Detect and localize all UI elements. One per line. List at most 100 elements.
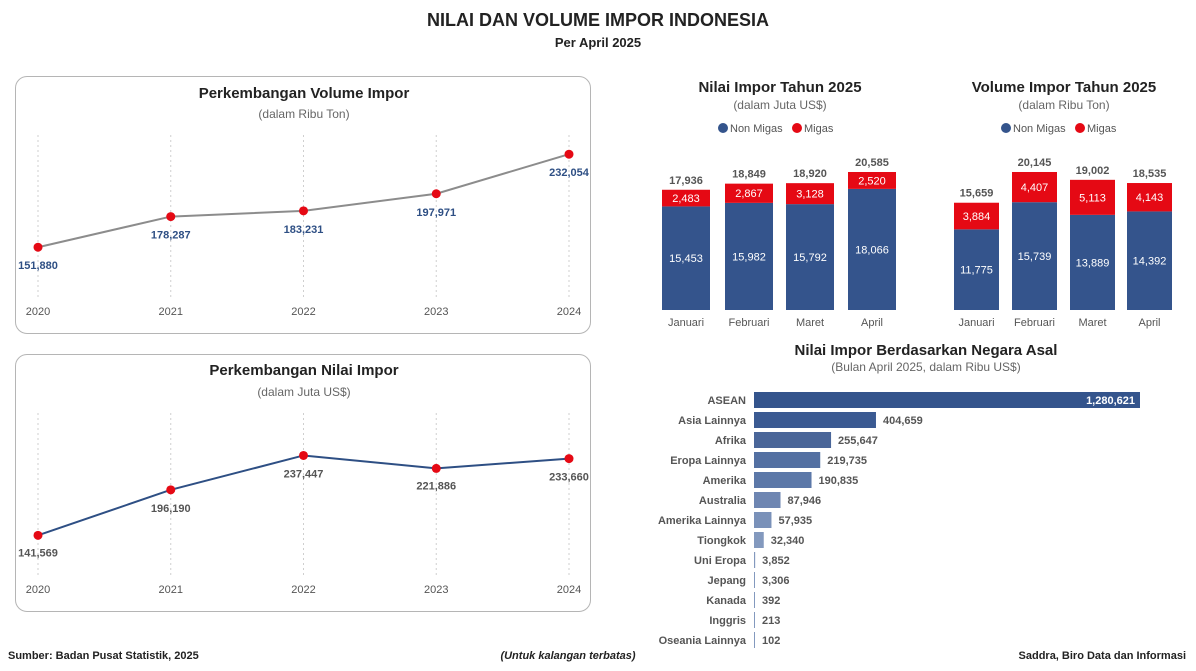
bar-non-migas <box>954 229 999 310</box>
data-point <box>564 454 574 464</box>
x-tick-label: Januari <box>958 317 994 329</box>
bar-value-label: 102 <box>762 635 780 647</box>
total-label: 18,920 <box>793 168 827 180</box>
category-label: Australia <box>699 495 747 507</box>
data-point <box>166 212 176 222</box>
bar-value-label: 404,659 <box>883 415 923 427</box>
bar-value-label: 2,520 <box>858 175 886 187</box>
bar-value-label: 11,775 <box>960 265 993 277</box>
category-label: Eropa Lainnya <box>670 455 747 467</box>
data-point <box>431 463 441 473</box>
x-tick-label: 2021 <box>159 306 183 318</box>
data-point <box>33 242 43 252</box>
x-tick-label: 2020 <box>26 584 50 596</box>
chart-subtitle: (dalam Ribu Ton) <box>258 107 349 121</box>
footer-source: Sumber: Badan Pusat Statistik, 2025 <box>8 650 199 662</box>
legend-label: Migas <box>1087 123 1117 135</box>
bar-non-migas <box>662 206 710 310</box>
data-label: 141,569 <box>18 547 58 559</box>
x-tick-label: 2020 <box>26 306 50 318</box>
total-label: 18,849 <box>732 169 766 181</box>
right-charts: Nilai Impor Tahun 2025 (dalam Juta US$) … <box>658 79 1172 648</box>
page-subtitle: Per April 2025 <box>554 35 642 50</box>
bar-value-label: 190,835 <box>819 475 859 487</box>
bar-non-migas <box>1012 202 1057 310</box>
bar-value-label: 87,946 <box>788 495 822 507</box>
data-point <box>431 189 441 199</box>
bar <box>754 472 812 488</box>
bar <box>754 572 755 588</box>
bar <box>754 632 755 648</box>
data-label: 232,054 <box>549 167 590 179</box>
bar <box>754 432 832 448</box>
bar-value-label: 18,066 <box>855 244 889 256</box>
bar-value-label: 14,392 <box>1133 256 1167 268</box>
bar-value-label: 57,935 <box>778 515 812 527</box>
data-point <box>166 485 176 495</box>
nilai-2025-subtitle: (dalam Juta US$) <box>733 98 826 112</box>
bar-value-label: 1,280,621 <box>1086 395 1135 407</box>
category-label: Amerika <box>703 475 747 487</box>
x-tick-label: Januari <box>668 317 704 329</box>
bar-value-label: 255,647 <box>838 435 878 447</box>
bar-value-label: 15,792 <box>793 252 827 264</box>
data-label: 151,880 <box>18 260 58 272</box>
category-label: Uni Eropa <box>694 555 747 567</box>
legend-marker-non-migas <box>718 123 728 133</box>
legend-label: Migas <box>804 123 834 135</box>
x-tick-label: 2021 <box>159 584 183 596</box>
bar-migas <box>848 171 896 189</box>
bar-value-label: 4,143 <box>1136 192 1164 204</box>
bar-migas <box>1012 171 1057 203</box>
bar-value-label: 2,867 <box>735 188 763 200</box>
total-label: 20,145 <box>1018 157 1052 169</box>
x-tick-label: Maret <box>796 317 824 329</box>
chart-title: Perkembangan Nilai Impor <box>209 362 398 379</box>
chart-title: Perkembangan Volume Impor <box>199 85 410 102</box>
x-tick-label: 2022 <box>291 584 315 596</box>
bar-value-label: 15,453 <box>669 253 703 265</box>
total-label: 17,936 <box>669 175 703 187</box>
x-tick-label: 2023 <box>424 584 448 596</box>
bar <box>754 512 772 528</box>
x-tick-label: Maret <box>1078 317 1106 329</box>
bar-non-migas <box>1070 214 1115 310</box>
bar-value-label: 219,735 <box>827 455 867 467</box>
bar <box>754 532 764 548</box>
volume-2025-title: Volume Impor Tahun 2025 <box>972 79 1156 96</box>
volume-trend-chart: Perkembangan Volume Impor (dalam Ribu To… <box>18 85 590 318</box>
total-label: 19,002 <box>1076 165 1110 177</box>
bar-migas <box>786 183 834 205</box>
bar-migas <box>662 189 710 207</box>
category-label: Afrika <box>715 435 747 447</box>
nilai-2025-title: Nilai Impor Tahun 2025 <box>698 79 861 96</box>
x-tick-label: 2024 <box>557 584 581 596</box>
bar-migas <box>1070 179 1115 215</box>
x-tick-label: 2023 <box>424 306 448 318</box>
legend-label: Non Migas <box>730 123 783 135</box>
data-label: 178,287 <box>151 230 191 242</box>
bar-non-migas <box>725 202 773 310</box>
category-label: Amerika Lainnya <box>658 515 747 527</box>
x-tick-label: April <box>861 317 883 329</box>
bar-value-label: 32,340 <box>771 535 805 547</box>
data-label: 197,971 <box>416 207 456 219</box>
x-tick-label: 2022 <box>291 306 315 318</box>
data-label: 196,190 <box>151 503 191 515</box>
legend-label: Non Migas <box>1013 123 1066 135</box>
bar <box>754 592 755 608</box>
bar-migas <box>725 183 773 203</box>
footer-credit: Saddra, Biro Data dan Informasi <box>1018 650 1186 662</box>
page-title: NILAI DAN VOLUME IMPOR INDONESIA <box>426 10 769 30</box>
data-point <box>299 450 308 460</box>
total-label: 15,659 <box>960 188 994 200</box>
x-tick-label: April <box>1138 317 1160 329</box>
bar-value-label: 4,407 <box>1021 182 1049 194</box>
bar-value-label: 15,739 <box>1018 251 1052 263</box>
nilai-trend-chart: Perkembangan Nilai Impor (dalam Juta US$… <box>18 362 589 596</box>
negara-subtitle: (Bulan April 2025, dalam Ribu US$) <box>831 360 1020 374</box>
negara-title: Nilai Impor Berdasarkan Negara Asal <box>795 342 1058 359</box>
data-point <box>33 530 43 540</box>
bar-value-label: 5,113 <box>1079 192 1106 204</box>
data-point <box>564 149 574 159</box>
